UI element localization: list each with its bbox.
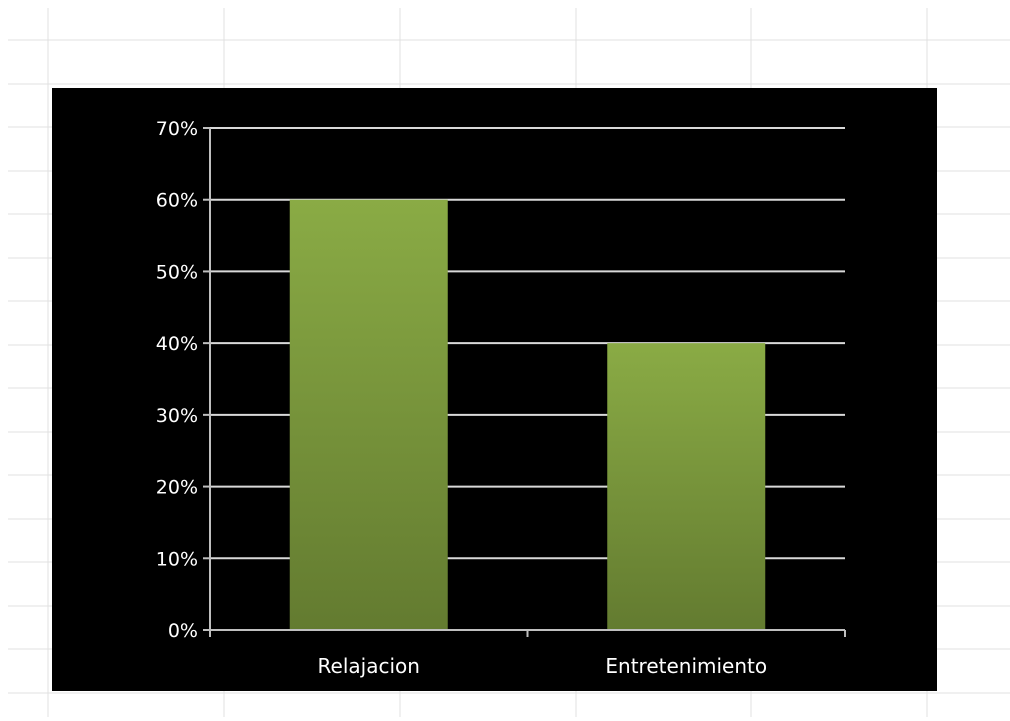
bar-entretenimiento[interactable]: [607, 343, 766, 630]
y-tick-label: 30%: [156, 405, 198, 427]
x-category-label: Relajacion: [318, 654, 420, 678]
y-tick-label: 10%: [156, 548, 198, 570]
y-tick-label: 20%: [156, 477, 198, 499]
bars: [289, 199, 766, 630]
y-tick-label: 0%: [168, 620, 198, 642]
bar-chart: 0% 10% 20% 30% 40% 50% 60% 70% Relajacion Entrete…: [156, 118, 846, 678]
chart-area[interactable]: 0% 10% 20% 30% 40% 50% 60% 70% Relajacion Entrete…: [52, 88, 937, 691]
bar-relajacion[interactable]: [289, 199, 448, 630]
y-tick-label: 50%: [156, 261, 198, 283]
y-tick-label: 40%: [156, 333, 198, 355]
x-category-label: Entretenimiento: [605, 654, 767, 678]
y-tick-label: 70%: [156, 118, 198, 140]
labels: 0% 10% 20% 30% 40% 50% 60% 70% Relajacion Entrete…: [156, 118, 767, 678]
y-tick-label: 60%: [156, 190, 198, 212]
axes: [203, 127, 846, 637]
